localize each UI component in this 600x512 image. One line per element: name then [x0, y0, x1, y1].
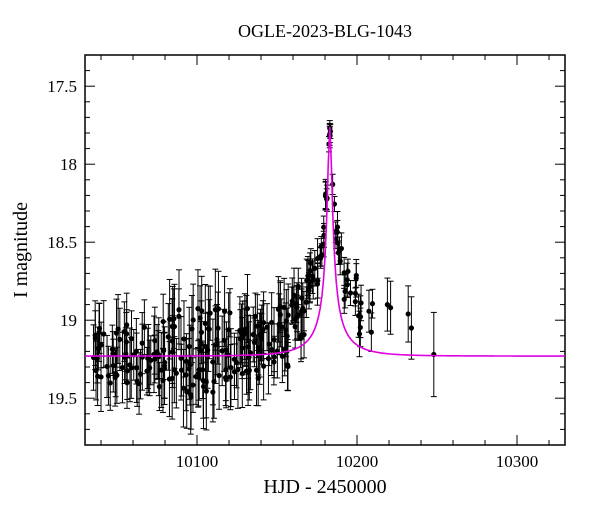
x-tick-label: 10300 — [496, 452, 539, 471]
y-tick-label: 17.5 — [47, 77, 77, 96]
x-tick-label: 10200 — [336, 452, 379, 471]
lightcurve-chart: OGLE-2023-BLG-1043 HJD - 2450000 I magnitu… — [0, 0, 600, 512]
y-tick-label: 18.5 — [47, 233, 77, 252]
y-tick-label: 18 — [60, 155, 77, 174]
chart-title: OGLE-2023-BLG-1043 — [238, 21, 412, 41]
x-axis-label: HJD - 2450000 — [263, 476, 386, 498]
x-tick-label: 10100 — [176, 452, 219, 471]
y-tick-label: 19 — [60, 311, 77, 330]
y-tick-label: 19.5 — [47, 389, 77, 408]
y-axis-label: I magnitude — [10, 202, 32, 298]
